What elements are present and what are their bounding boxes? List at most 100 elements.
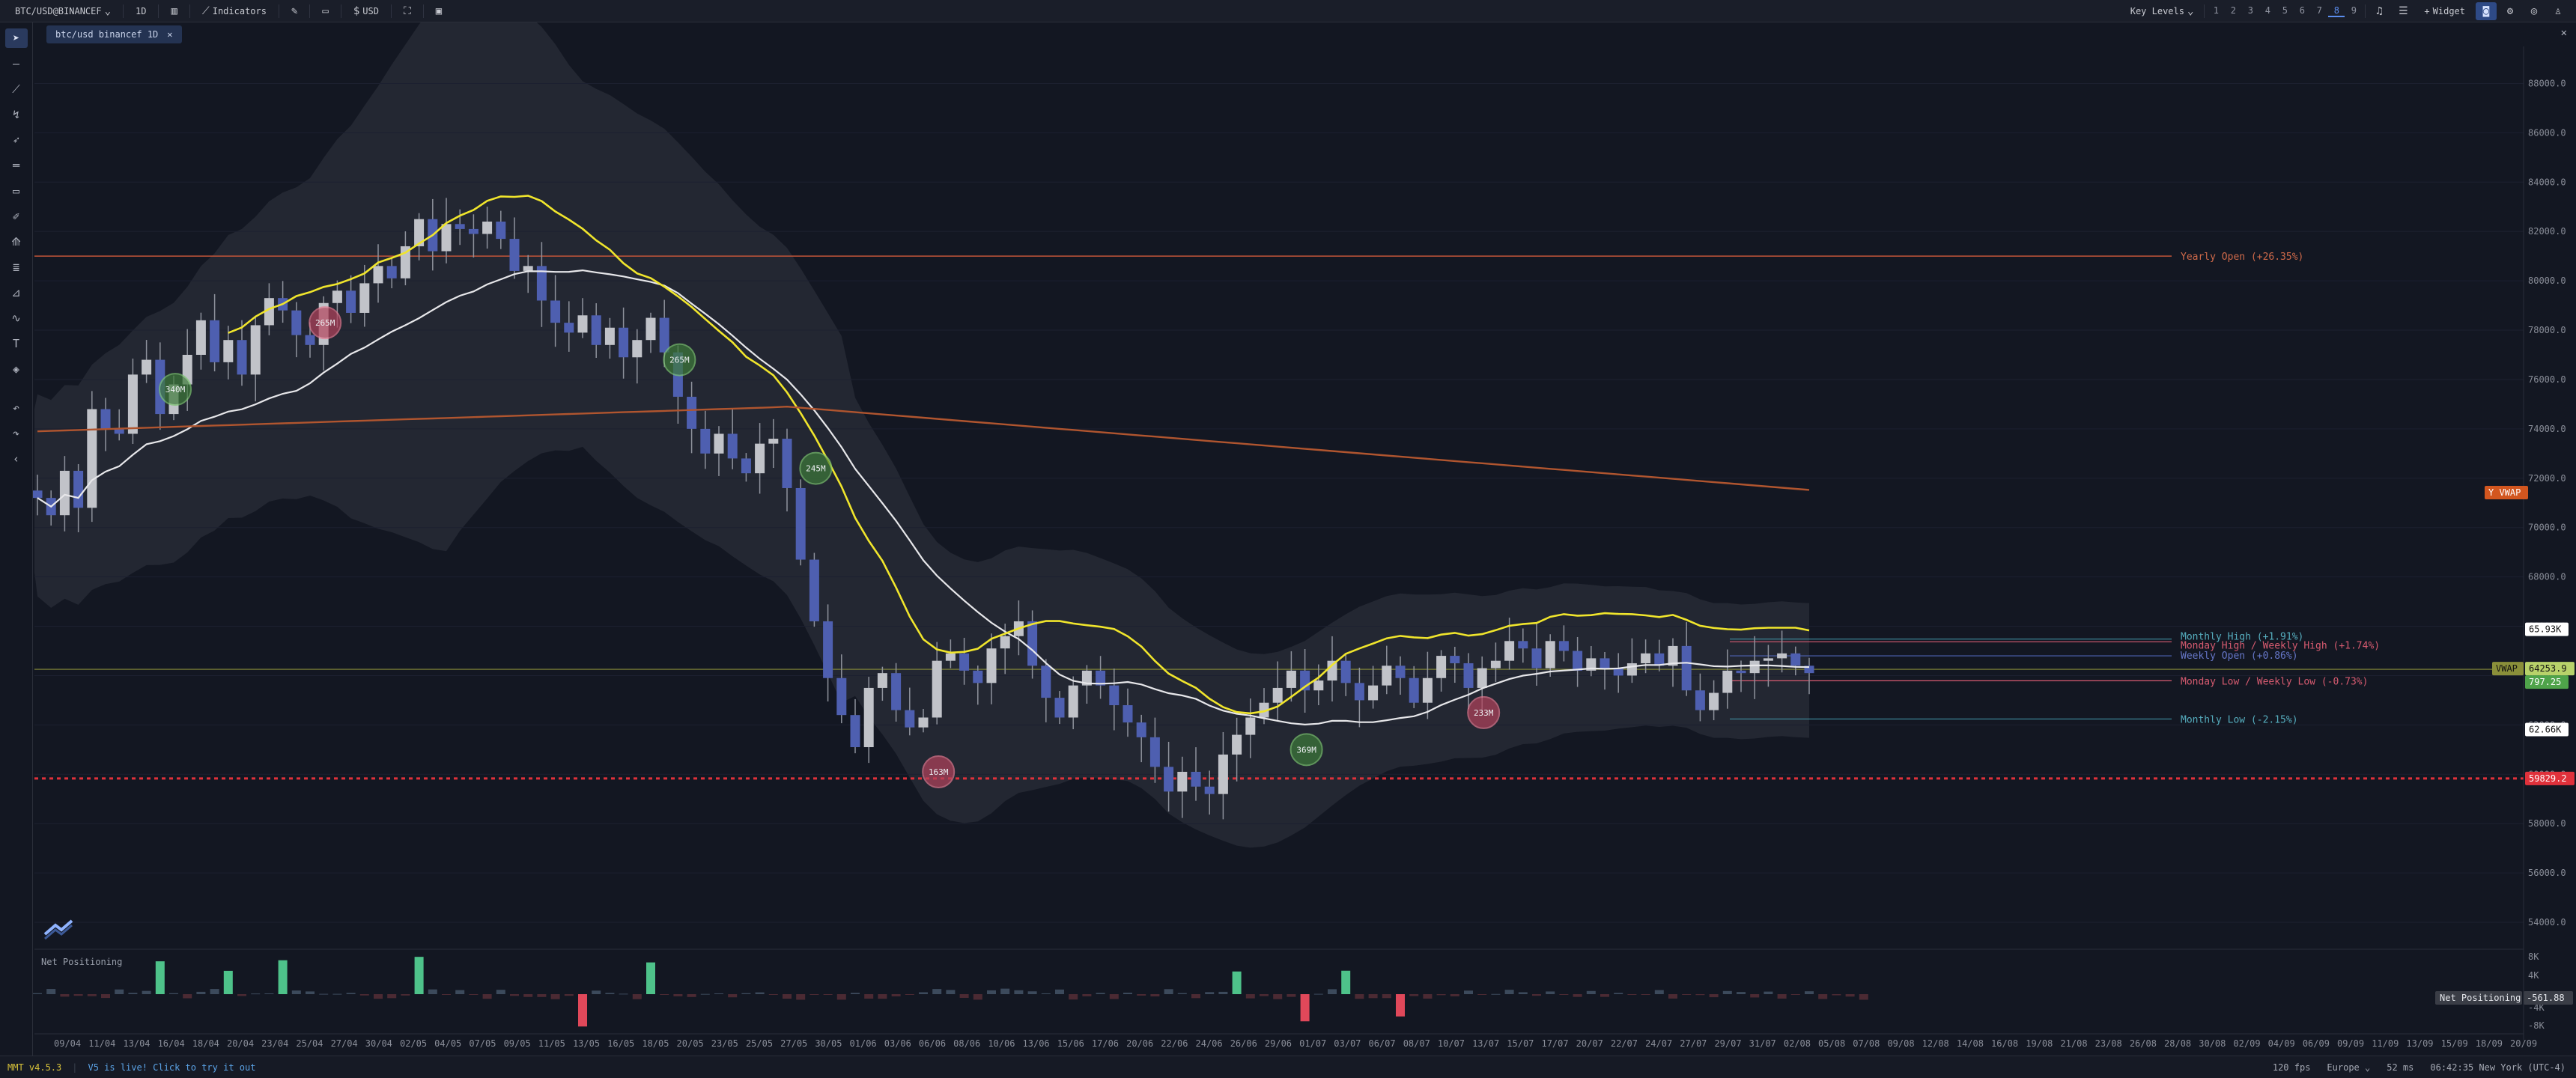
np-bar (1191, 994, 1200, 999)
key-levels-dropdown[interactable]: Key Levels ⌄ (2123, 2, 2202, 20)
np-bar (183, 994, 192, 999)
date-tick-label: 13/05 (573, 1038, 600, 1049)
candle (237, 320, 247, 386)
layouts-button[interactable]: ▭ (315, 2, 335, 20)
save-icon: ▣ (435, 4, 443, 17)
currency-button[interactable]: $ USD (346, 2, 386, 20)
np-bar (442, 994, 451, 995)
candle (1490, 642, 1501, 682)
candle (1149, 717, 1160, 783)
candle (591, 303, 601, 358)
level-button-7[interactable]: 7 (2316, 5, 2323, 16)
net-positioning-title: Net Positioning (41, 957, 122, 967)
np-bar (1423, 994, 1433, 999)
net-positioning-pane: Net Positioning 8K 4K -4K -8K Net Positioning… (33, 948, 2573, 1031)
date-tick-label: 01/07 (1299, 1038, 1326, 1049)
watchlist-button[interactable]: ☰ (2393, 2, 2414, 20)
parallel-channel-tool[interactable]: ═ (5, 156, 28, 175)
svg-text:Net Positioning: Net Positioning (2440, 993, 2521, 1003)
level-button-2[interactable]: 2 (2230, 5, 2237, 16)
liquidation-bubble[interactable]: 163M (922, 755, 956, 788)
candle (291, 302, 302, 358)
liquidation-bubble[interactable]: 245M (799, 451, 833, 485)
fullscreen-button[interactable]: ⛶ (396, 2, 419, 20)
level-button-6[interactable]: 6 (2299, 5, 2306, 16)
candle (373, 244, 383, 303)
price-tick-label: 86000.0 (2528, 127, 2566, 138)
level-button-8[interactable]: 8 (2328, 5, 2345, 17)
level-button-4[interactable]: 4 (2264, 5, 2271, 16)
liquidation-bubble[interactable]: 233M (1467, 695, 1501, 729)
date-tick-label: 23/08 (2095, 1038, 2122, 1049)
horizontal-line-tool[interactable]: — (5, 54, 28, 73)
brush-tool[interactable]: ✐ (5, 207, 28, 226)
candle (59, 456, 70, 532)
np-bar (455, 990, 465, 994)
account-button[interactable]: ♙ (2548, 2, 2569, 20)
news-link[interactable]: V5 is live! Click to try it out (88, 1062, 256, 1073)
chart-pattern-tool[interactable]: ∿ (5, 308, 28, 328)
level-button-3[interactable]: 3 (2247, 5, 2254, 16)
measure-tool[interactable]: ⊿ (5, 283, 28, 302)
theme-button[interactable]: ◎ (2524, 2, 2545, 20)
date-tick-label: 10/06 (988, 1038, 1015, 1049)
close-panel-button[interactable]: ✕ (2561, 27, 2567, 39)
screenshot-button[interactable]: ◙ (2476, 2, 2497, 20)
path-tool[interactable]: ↯ (5, 105, 28, 124)
level-button-5[interactable]: 5 (2282, 5, 2288, 16)
np-bar (973, 994, 982, 1000)
redo-button[interactable]: ↷ (5, 424, 28, 443)
symbol-label: BTC/USD@BINANCEF (15, 5, 102, 16)
trendline-tool[interactable]: ⟋ (5, 79, 28, 99)
level-button-9[interactable]: 9 (2351, 5, 2357, 16)
liquidation-bubble[interactable]: 340M (159, 373, 192, 406)
chart-canvas[interactable]: Yearly Open (+26.35%) Monthly High (+1.91… (0, 0, 2576, 1056)
collapse-toolbar-button[interactable]: ‹ (5, 449, 28, 469)
np-bar (1464, 990, 1473, 994)
candle (645, 312, 656, 353)
liquidation-bubble[interactable]: 265M (663, 343, 696, 377)
liquidation-bubble[interactable]: 369M (1289, 733, 1323, 767)
price-tick-label: 74000.0 (2528, 424, 2566, 434)
date-tick-label: 09/09 (2337, 1038, 2364, 1049)
interval-button[interactable]: 1D (128, 2, 154, 20)
cursor-tool[interactable]: ➤ (4, 28, 28, 48)
chart-type-button[interactable]: ▥ (163, 2, 184, 20)
text-tool[interactable]: T (5, 334, 28, 353)
date-tick-label: 27/04 (331, 1038, 358, 1049)
tab-btcusd[interactable]: btc/usd binancef 1D ✕ (46, 25, 182, 43)
widget-button[interactable]: + Widget (2416, 2, 2473, 20)
trendline-icon: ⟋ (12, 82, 20, 96)
forecast-tool[interactable]: ⟰ (5, 232, 28, 252)
layers-tool[interactable]: ◈ (5, 359, 28, 379)
undo-button[interactable]: ↶ (5, 398, 28, 418)
ma-yellow-line (228, 195, 1810, 715)
settings-button[interactable]: ⚙ (2500, 2, 2521, 20)
level-button-1[interactable]: 1 (2213, 5, 2220, 16)
date-tick-label: 13/07 (1472, 1038, 1499, 1049)
liquidation-bubble[interactable]: 265M (309, 306, 342, 340)
np-bar (1641, 994, 1650, 995)
region-label: Europe (2327, 1062, 2360, 1073)
close-icon[interactable]: ✕ (167, 29, 173, 40)
svg-text:59829.2: 59829.2 (2529, 773, 2567, 784)
tab-label: btc/usd binancef 1D (55, 29, 159, 40)
region-selector[interactable]: Europe ⌄ (2327, 1062, 2370, 1073)
np-bar (1695, 994, 1705, 996)
ray-tool[interactable]: ➶ (5, 130, 28, 150)
fib-tool[interactable]: ≣ (5, 258, 28, 277)
candle (482, 207, 493, 249)
fibonacci-icon: ≣ (12, 261, 20, 274)
symbol-selector[interactable]: BTC/USD@BINANCEF ⌄ (7, 2, 118, 20)
candle (1340, 654, 1351, 696)
top-toolbar: BTC/USD@BINANCEF ⌄ 1D ▥ ⟋ Indicators ✎ ▭… (0, 0, 2576, 22)
save-button[interactable]: ▣ (428, 2, 449, 20)
rectangle-tool[interactable]: ▭ (5, 181, 28, 201)
chart-grid (34, 82, 2524, 923)
alerts-button[interactable]: ♫ (2369, 2, 2390, 20)
svg-text:VWAP: VWAP (2496, 663, 2518, 674)
indicators-button[interactable]: ⟋ Indicators (195, 2, 274, 20)
drawing-button[interactable]: ✎ (284, 2, 305, 20)
np-bar (319, 993, 329, 995)
np-bar (169, 993, 178, 994)
